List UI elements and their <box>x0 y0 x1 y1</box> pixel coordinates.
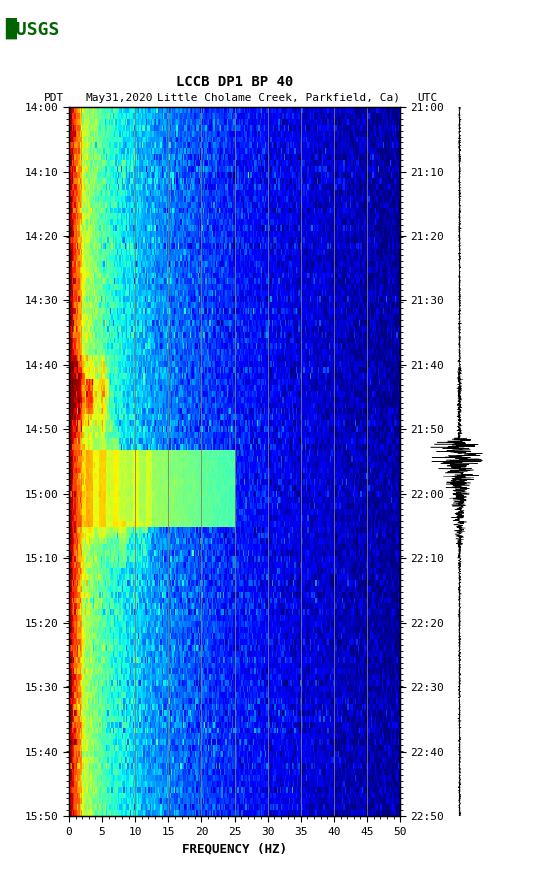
Text: LCCB DP1 BP 40: LCCB DP1 BP 40 <box>176 75 293 89</box>
Text: May31,2020: May31,2020 <box>86 93 153 103</box>
Text: PDT: PDT <box>44 93 65 103</box>
Text: █USGS: █USGS <box>6 18 60 39</box>
Text: Little Cholame Creek, Parkfield, Ca): Little Cholame Creek, Parkfield, Ca) <box>157 93 400 103</box>
X-axis label: FREQUENCY (HZ): FREQUENCY (HZ) <box>182 842 287 855</box>
Text: UTC: UTC <box>417 93 437 103</box>
